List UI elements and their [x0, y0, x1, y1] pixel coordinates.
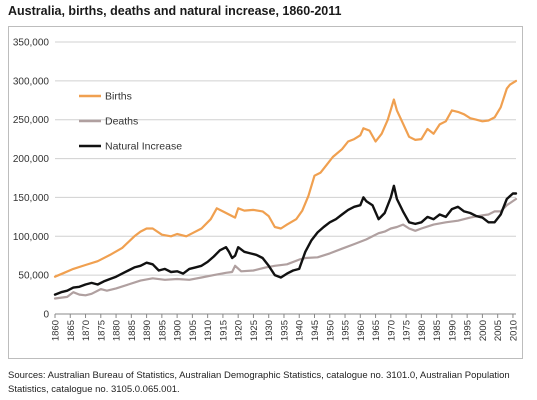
x-tick-label: 1935: [279, 320, 290, 341]
x-tick-label: 1890: [142, 320, 153, 341]
source-note: Sources: Australian Bureau of Statistics…: [8, 370, 510, 395]
x-tick-label: 1975: [402, 320, 413, 341]
y-tick-label: 350,000: [13, 38, 50, 49]
x-tick-label: 1905: [188, 320, 199, 341]
x-tick-label: 1955: [341, 320, 352, 341]
x-tick-label: 1895: [157, 320, 168, 341]
x-tick-label: 1875: [96, 320, 107, 341]
x-tick-label: 1965: [371, 320, 382, 341]
x-tick-label: 1900: [173, 320, 184, 341]
x-tick-label: 2010: [508, 320, 519, 341]
line-chart: 0 50,000 100,000 150,000 200,000 250,000 300,0…: [13, 38, 520, 342]
chart-title: Australia, births, deaths and natural in…: [8, 4, 342, 18]
x-tick-label: 1910: [203, 320, 214, 341]
x-tick-label: 1880: [112, 320, 123, 341]
y-tick-label: 100,000: [13, 232, 50, 243]
x-tick-label: 1920: [234, 320, 245, 341]
x-tick-label: 1870: [81, 320, 92, 341]
y-tick-label: 250,000: [13, 115, 50, 126]
x-tick-label: 1865: [66, 320, 77, 341]
x-tick-label: 1925: [249, 320, 260, 341]
x-tick-label: 1960: [356, 320, 367, 341]
x-tick-label: 1945: [310, 320, 321, 341]
y-tick-label: 200,000: [13, 154, 50, 165]
x-tick-label: 1950: [325, 320, 336, 341]
y-tick-label: 0: [43, 310, 49, 321]
x-tick-label: 2000: [478, 320, 489, 341]
series-line-births: [53, 79, 518, 278]
x-tick-label: 1990: [447, 320, 458, 341]
x-tick-label: 1860: [51, 320, 62, 341]
legend-label-natural-increase: Natural Increase: [105, 141, 182, 153]
x-tick-label: 1885: [127, 320, 138, 341]
x-tick-label: 1915: [218, 320, 229, 341]
x-tick-label: 1985: [432, 320, 443, 341]
x-tick-label: 1940: [295, 320, 306, 341]
y-tick-label: 150,000: [13, 193, 50, 204]
legend-label-deaths: Deaths: [105, 116, 138, 128]
x-tick-label: 1980: [417, 320, 428, 341]
y-tick-label: 300,000: [13, 76, 50, 87]
chart-area: 0 50,000 100,000 150,000 200,000 250,000 300,0…: [8, 26, 523, 359]
x-tick-label: 1930: [264, 320, 275, 341]
y-tick-label: 50,000: [18, 271, 49, 282]
series-line-deaths: [53, 197, 518, 300]
series-line-natural-increase: [53, 184, 518, 296]
x-tick-label: 1970: [386, 320, 397, 341]
x-tick-label: 1995: [463, 320, 474, 341]
legend-label-births: Births: [105, 91, 132, 103]
x-tick-label: 2005: [493, 320, 504, 341]
